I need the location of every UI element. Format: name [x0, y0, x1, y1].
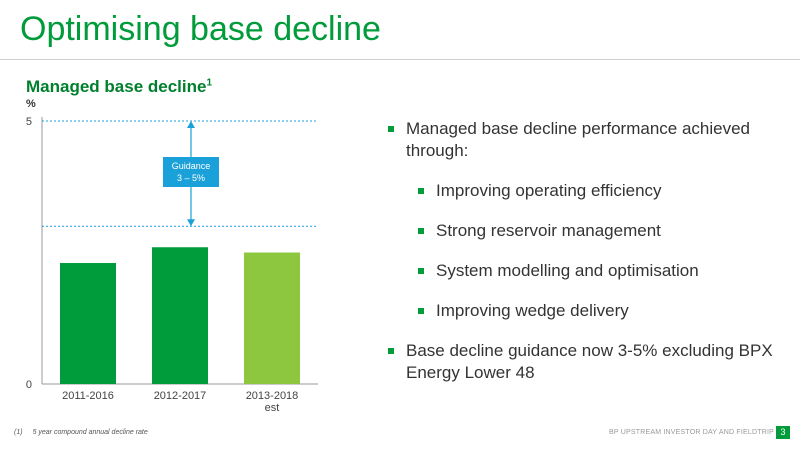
bullet-sub-1: Improving operating efficiency — [418, 180, 788, 202]
guidance-box — [163, 157, 219, 187]
x-tick-label-1: 2011-2016 — [62, 390, 114, 402]
x-tick-label-3-line2: est — [265, 402, 280, 414]
bullet-text: System modelling and optimisation — [436, 261, 699, 280]
title-divider — [0, 59, 800, 60]
guidance-label: Guidance — [172, 161, 211, 171]
bar-chart: 5 0 Guidance 3 – 5% 2011-2016 2012-2017 2013-2… — [26, 116, 318, 414]
bullet-main-2: Base decline guidance now 3-5% excluding… — [388, 340, 788, 384]
guidance-range-label: 3 – 5% — [177, 173, 205, 183]
bar-2 — [152, 247, 208, 384]
bullet-text: Strong reservoir management — [436, 221, 661, 240]
footnote-marker: (1) — [14, 429, 23, 436]
chart-title-footnote-ref: 1 — [206, 77, 213, 89]
guidance-arrow-up-icon — [187, 121, 195, 128]
chart-title-text: Managed base decline — [26, 77, 207, 96]
bullet-marker — [418, 268, 424, 274]
footer-text: BP UPSTREAM INVESTOR DAY AND FIELDTRIP — [608, 429, 774, 436]
slide-title: Optimising base decline — [20, 10, 381, 48]
footnote: (1) 5 year compound annual decline rate — [14, 429, 158, 436]
bullet-main-1: Managed base decline performance achieve… — [388, 118, 788, 162]
x-tick-label-3: 2013-2018 — [246, 390, 299, 402]
guidance-arrow-down-icon — [187, 219, 195, 227]
bullet-list: Managed base decline performance achieve… — [388, 118, 788, 384]
footnote-text: 5 year compound annual decline rate — [32, 429, 148, 436]
page-number: 3 — [776, 426, 790, 439]
bar-3 — [244, 252, 300, 384]
bullet-marker — [418, 308, 424, 314]
bullet-sub-2: Strong reservoir management — [418, 220, 788, 242]
bullet-text: Base decline guidance now 3-5% excluding… — [406, 341, 773, 382]
bullet-sub-4: Improving wedge delivery — [418, 300, 788, 322]
y-tick-label-max: 5 — [26, 116, 32, 128]
x-tick-label-2: 2012-2017 — [154, 390, 207, 402]
bullet-marker — [418, 188, 424, 194]
bullet-marker — [418, 228, 424, 234]
bullet-text: Improving operating efficiency — [436, 181, 662, 200]
chart-title: Managed base decline1 — [26, 77, 212, 97]
bullet-text: Improving wedge delivery — [436, 301, 629, 320]
y-axis-unit: % — [26, 98, 36, 110]
bullet-marker — [388, 126, 394, 132]
bar-1 — [60, 263, 116, 384]
y-tick-label-min: 0 — [26, 379, 32, 391]
bullet-text: Managed base decline performance achieve… — [406, 119, 751, 160]
bullet-marker — [388, 348, 394, 354]
bullet-sub-3: System modelling and optimisation — [418, 260, 788, 282]
